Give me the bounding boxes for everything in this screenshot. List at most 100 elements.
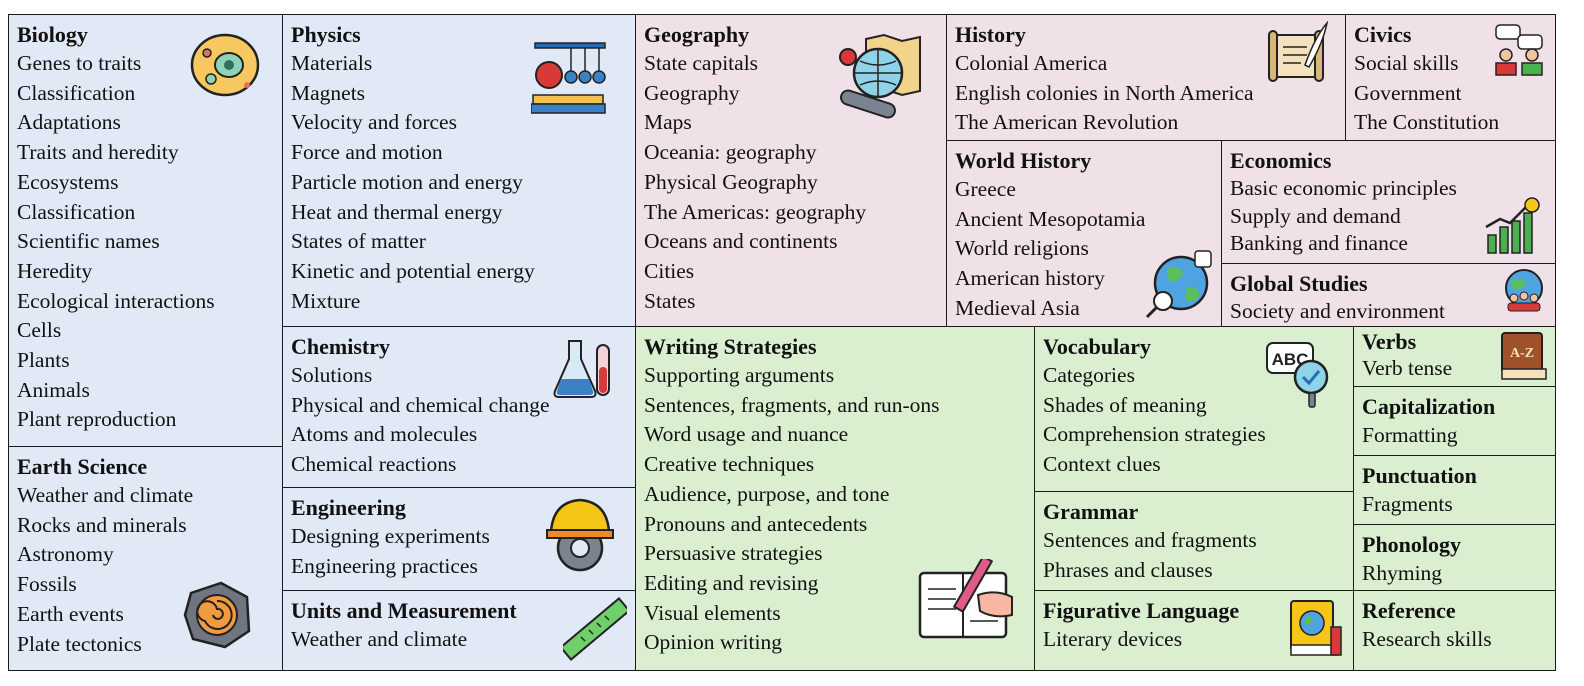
topic-item: Genes to traits [17,51,142,75]
topic-item: Creative techniques [644,452,815,477]
subject-taxonomy-grid: Biology Genes to traits Classification A… [8,14,1576,671]
topic-list: Supporting arguments Sentences, fragment… [644,361,1026,658]
topic-item: States of matter [291,229,426,254]
cell-figurative-language: Figurative Language Literary devices [1034,590,1354,671]
topic-item: Banking and finance [1230,231,1408,255]
topic-item: Classification [17,199,136,224]
cell-title: Economics [1230,148,1332,173]
topic-list: Colonial America English colonies in Nor… [955,49,1337,138]
topic-item: Medieval Asia [955,295,1080,320]
topic-list: Fragments [1362,490,1547,520]
topic-item: English colonies in North America [955,80,1254,105]
topic-item: Social skills [1354,51,1459,75]
cell-title: Biology [17,22,88,47]
topic-item: Plant reproduction [17,407,177,432]
az-text: A-Z [1510,346,1534,361]
topic-item: Kinetic and potential energy [291,258,535,283]
topic-item: Plate tectonics [17,631,142,656]
cell-civics: Civics Social skills Government The Cons… [1345,14,1556,141]
topic-item: Particle motion and energy [291,169,523,194]
topic-item: Context clues [1043,452,1161,477]
helmet-gear-icon [546,498,614,572]
cell-units-measurement: Units and Measurement Weather and climat… [282,590,636,671]
topic-item: Sentences, fragments, and run-ons [644,392,940,417]
cell-title: Units and Measurement [291,598,517,623]
topic-item: Research skills [1362,627,1492,651]
topic-item: Adaptations [17,110,121,135]
topic-item: Weather and climate [17,483,194,507]
abc-magnifier-icon: ABC [1266,342,1329,408]
topic-item: Plants [17,348,70,373]
topic-list: Society and environment [1230,298,1547,324]
topic-item: Weather and climate [291,627,468,651]
topic-item: Oceania: geography [644,140,817,165]
cell-title: History [955,22,1026,47]
topic-item: Velocity and forces [291,110,457,135]
topic-item: Heredity [17,258,93,283]
cell-capitalization: Capitalization Formatting [1353,386,1556,456]
topic-item: Shades of meaning [1043,392,1207,417]
topic-item: Engineering practices [291,553,478,578]
cell-title: Capitalization [1362,394,1496,419]
topic-item: Basic economic principles [1230,176,1457,200]
topic-item: Designing experiments [291,524,490,548]
topic-item: The American Revolution [955,110,1179,135]
topic-item: Earth events [17,601,124,626]
topic-list: Social skills Government The Constitutio… [1354,49,1547,138]
topic-list: Greece Ancient Mesopotamia World religio… [955,175,1213,324]
cell-title: Figurative Language [1043,598,1240,623]
cell-chemistry: Chemistry Solutions Physical and chemica… [282,326,636,488]
topic-item: Magnets [291,80,366,105]
topic-item: Categories [1043,363,1135,387]
cell-economics: Economics Basic economic principles Supp… [1221,140,1556,264]
cell-geography: Geography State capitals Geography Maps … [635,14,947,327]
topic-item: Supply and demand [1230,203,1401,228]
cell-title: Verbs [1362,329,1417,354]
cell-title: Earth Science [17,454,148,479]
topic-item: Verb tense [1362,356,1453,380]
cell-title: Geography [644,22,750,47]
abc-text: ABC [1272,350,1309,369]
topic-item: Chemical reactions [291,452,457,477]
cell-earth-science: Earth Science Weather and climate Rocks … [8,446,283,671]
topic-item: Society and environment [1230,299,1445,323]
topic-list: Sentences and fragments Phrases and clau… [1043,526,1345,585]
cell-title: Civics [1354,22,1412,47]
topic-item: The Americas: geography [644,199,867,224]
topic-item: Cities [644,258,695,283]
topic-item: Maps [644,110,692,135]
cell-title: Physics [291,22,361,47]
cell-engineering: Engineering Designing experiments Engine… [282,487,636,591]
meeting-icon [1495,24,1543,76]
topic-item: Traits and heredity [17,140,179,165]
newtons-cradle-icon [531,42,606,114]
topic-item: Opinion writing [644,630,782,655]
topic-list: Verb tense [1362,355,1547,381]
cell-title: Global Studies [1230,271,1368,296]
cell-title: Grammar [1043,499,1139,524]
cell-punctuation: Punctuation Fragments [1353,455,1556,525]
topic-item: World religions [955,236,1089,261]
cell-title: World History [955,148,1092,173]
topic-item: Fragments [1362,492,1453,516]
topic-item: Mixture [291,288,361,313]
topic-item: Audience, purpose, and tone [644,481,890,506]
topic-list: State capitals Geography Maps Oceania: g… [644,49,938,316]
topic-item: Oceans and continents [644,229,838,254]
fossil-icon [183,581,251,649]
topic-item: Supporting arguments [644,363,835,387]
cell-writing-strategies: Writing Strategies Supporting arguments … [635,326,1035,671]
globe-telescope-icon [839,33,921,119]
ruler-icon [563,597,627,661]
topic-item: Sentences and fragments [1043,528,1257,552]
topic-list: Materials Magnets Velocity and forces Fo… [291,49,627,316]
topic-item: Cells [17,318,62,343]
topic-item: Physical and chemical change [291,392,550,417]
topic-item: Ecosystems [17,169,119,194]
cell-vocabulary: Vocabulary Categories Shades of meaning … [1034,326,1354,492]
world-magnifier-icon [1145,250,1212,319]
topic-item: Atoms and molecules [291,422,478,447]
people-globe-icon [1505,269,1543,312]
topic-item: Geography [644,80,740,105]
topic-item: Persuasive strategies [644,541,823,566]
